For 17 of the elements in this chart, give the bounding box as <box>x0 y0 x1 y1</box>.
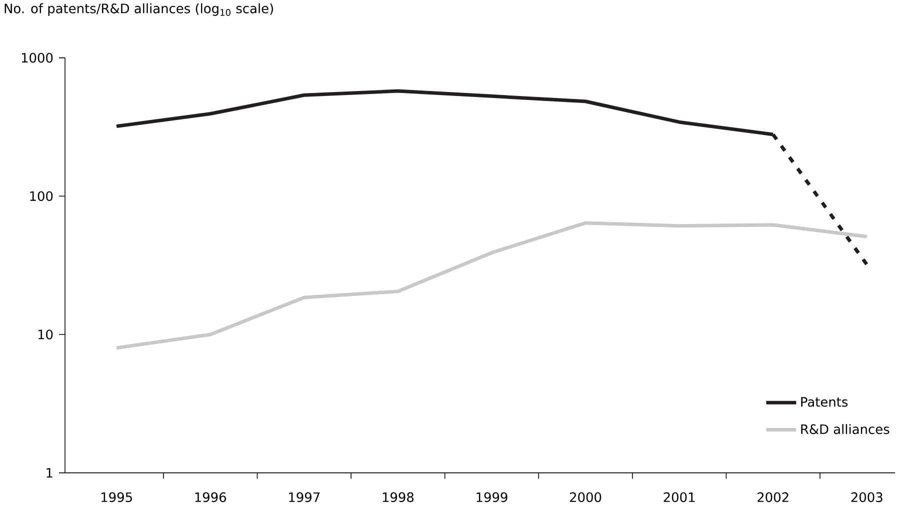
y-tick-label: 100 <box>30 191 53 202</box>
x-tick-label: 2001 <box>664 492 695 502</box>
x-tick-label: 1999 <box>476 492 508 502</box>
x-tick-label: 1996 <box>195 492 226 502</box>
y-tick-label: 10 <box>38 330 53 340</box>
x-tick-label: 2000 <box>570 492 602 502</box>
x-tick-label: 1998 <box>382 492 414 502</box>
y-tick-label: 1 <box>46 468 52 478</box>
line-series <box>114 221 869 350</box>
legend-label: R&D alliances <box>801 424 890 434</box>
legend-label: Patents <box>801 397 848 407</box>
x-tick-label: 1995 <box>102 492 132 502</box>
y-tick-label: 1000 <box>22 52 53 63</box>
x-tick-label: 2003 <box>851 492 882 502</box>
y-axis-title: No. of patents/R&D alliances (log$_{10}$ scale) <box>4 3 273 16</box>
x-tick-label: 2002 <box>758 492 788 502</box>
x-tick-label: 1997 <box>289 492 320 502</box>
